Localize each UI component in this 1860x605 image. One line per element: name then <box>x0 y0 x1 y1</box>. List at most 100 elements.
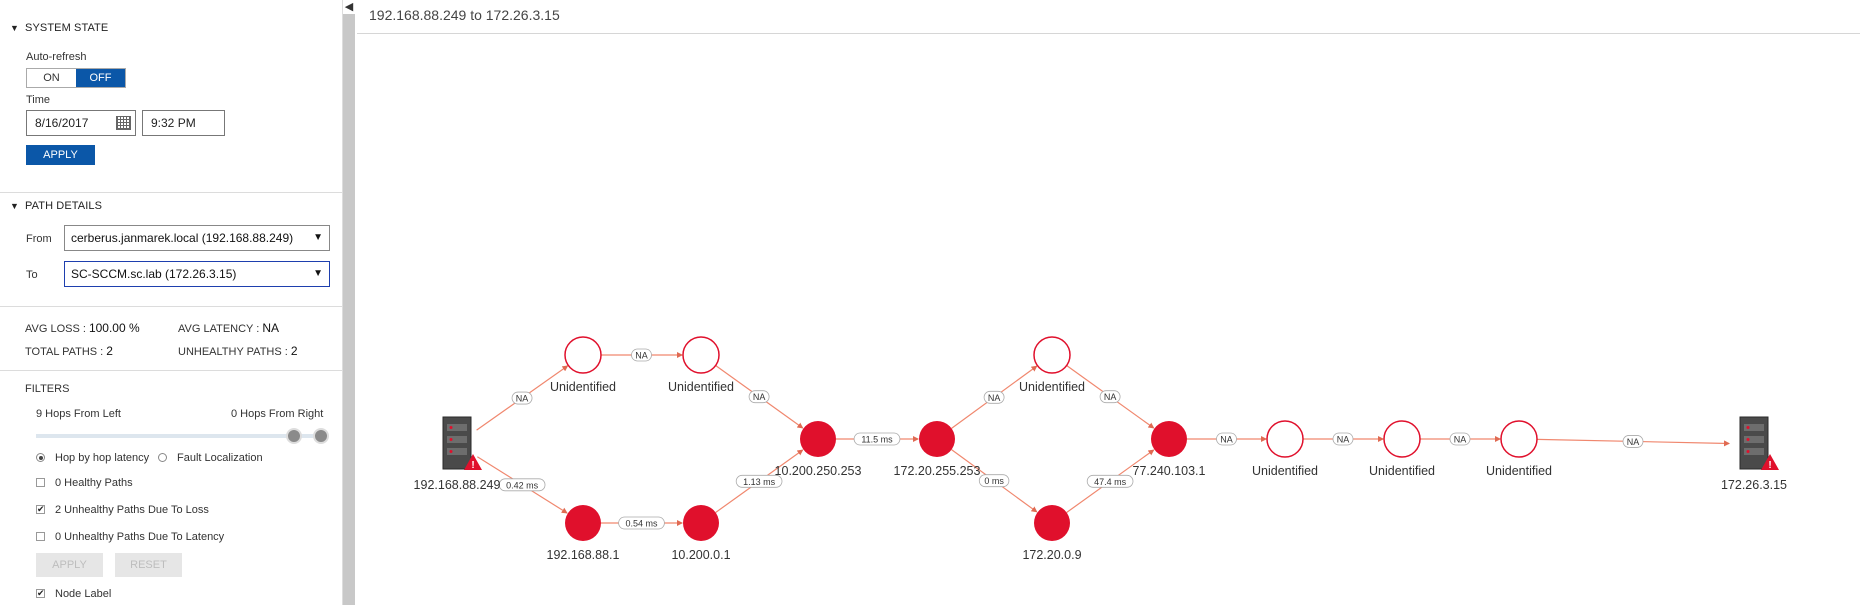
node-label-checkbox[interactable]: ✔ <box>36 588 45 598</box>
edge-latency-label: 1.13 ms <box>735 474 783 488</box>
path-title: 192.168.88.249 to 172.26.3.15 <box>369 7 560 23</box>
hop-node[interactable]: 10.200.250.253 <box>775 421 862 478</box>
total-paths-label: TOTAL PATHS : <box>25 346 104 358</box>
svg-text:0.54 ms: 0.54 ms <box>625 519 658 529</box>
collapse-triangle-icon[interactable]: ▼ <box>10 23 20 33</box>
to-value: SC-SCCM.sc.lab (172.26.3.15) <box>71 267 237 281</box>
svg-text:NA: NA <box>1337 435 1350 445</box>
unhealthy-loss-checkbox[interactable]: ✔ <box>36 504 45 514</box>
auto-refresh-label: Auto-refresh <box>26 51 87 63</box>
divider <box>0 306 342 307</box>
edge-latency-label: NA <box>1099 390 1121 404</box>
filters-reset-button[interactable]: RESET <box>115 553 182 577</box>
filters-title: FILTERS <box>25 383 70 395</box>
node-label: 172.20.255.253 <box>894 464 981 478</box>
to-select[interactable]: SC-SCCM.sc.lab (172.26.3.15) ▼ <box>64 261 330 287</box>
unhealthy-loss-label: 2 Unhealthy Paths Due To Loss <box>55 504 209 516</box>
unidentified-hop-node[interactable]: Unidentified <box>550 336 616 394</box>
dropdown-arrow-icon[interactable]: ▼ <box>313 232 323 243</box>
svg-text:0 ms: 0 ms <box>984 476 1004 486</box>
dropdown-arrow-icon[interactable]: ▼ <box>313 268 323 279</box>
node-label: Unidentified <box>668 380 734 394</box>
node-label: Unidentified <box>1252 464 1318 478</box>
edge-latency-label: NA <box>1332 432 1354 446</box>
unhealthy-latency-label: 0 Unhealthy Paths Due To Latency <box>55 531 225 543</box>
avg-loss-stat: AVG LOSS :100.00 % <box>25 321 140 335</box>
panel-splitter[interactable] <box>343 0 355 605</box>
svg-text:!: ! <box>471 460 474 471</box>
fault-localization-radio[interactable] <box>158 453 167 462</box>
system-state-header[interactable]: ▼ SYSTEM STATE <box>10 22 108 34</box>
from-select[interactable]: cerberus.janmarek.local (192.168.88.249)… <box>64 225 330 251</box>
title-divider <box>357 33 1860 34</box>
time-field[interactable]: 9:32 PM <box>142 110 225 136</box>
unidentified-hop-node[interactable]: Unidentified <box>1369 420 1435 478</box>
unhealthy-paths-label: UNHEALTHY PATHS : <box>178 346 288 358</box>
total-paths-stat: TOTAL PATHS :2 <box>25 344 113 358</box>
hop-node[interactable]: 192.168.88.1 <box>547 505 620 562</box>
svg-text:NA: NA <box>1627 437 1640 447</box>
hops-left-thumb[interactable] <box>286 428 302 444</box>
unidentified-hop-node[interactable]: Unidentified <box>668 336 734 394</box>
collapse-panel-icon[interactable]: ◀ <box>343 0 355 14</box>
node-label: Unidentified <box>550 380 616 394</box>
edge-latency-label: NA <box>1622 435 1644 448</box>
avg-loss-value: 100.00 % <box>88 321 140 335</box>
svg-text:NA: NA <box>1104 392 1117 402</box>
node-label: 172.20.0.9 <box>1022 548 1081 562</box>
warning-icon: ! <box>464 454 482 471</box>
hops-right-label: 0 Hops From Right <box>231 408 324 420</box>
unhealthy-paths-stat: UNHEALTHY PATHS :2 <box>178 344 298 358</box>
edge-latency-label: NA <box>983 390 1005 404</box>
total-paths-value: 2 <box>106 344 113 358</box>
node-label: 172.26.3.15 <box>1721 478 1787 492</box>
server-node[interactable]: ! 172.26.3.15 <box>1721 416 1787 492</box>
unidentified-hop-node[interactable]: Unidentified <box>1486 420 1552 478</box>
path-details-title: PATH DETAILS <box>25 200 103 212</box>
svg-text:47.4 ms: 47.4 ms <box>1094 477 1127 487</box>
auto-refresh-on-button[interactable]: ON <box>27 69 76 87</box>
server-icon[interactable] <box>442 416 472 470</box>
hops-left-label: 9 Hops From Left <box>36 408 121 420</box>
calendar-icon[interactable] <box>116 116 131 130</box>
topology-view: 192.168.88.249 to 172.26.3.15 NA NA NA 0.42… <box>357 0 1860 605</box>
unidentified-hop-node[interactable]: Unidentified <box>1019 336 1085 394</box>
hop-latency-radio[interactable] <box>36 453 45 462</box>
node-label: 10.200.0.1 <box>671 548 730 562</box>
svg-text:1.13 ms: 1.13 ms <box>743 477 776 487</box>
svg-text:NA: NA <box>1220 435 1233 445</box>
collapse-triangle-icon[interactable]: ▼ <box>10 201 20 211</box>
svg-text:0.42 ms: 0.42 ms <box>506 480 539 490</box>
hops-right-thumb[interactable] <box>313 428 329 444</box>
unhealthy-latency-checkbox[interactable] <box>36 532 45 541</box>
auto-refresh-toggle[interactable]: ON OFF <box>26 68 126 88</box>
node-label: 192.168.88.249 <box>414 478 501 492</box>
path-details-header[interactable]: ▼ PATH DETAILS <box>10 200 102 212</box>
system-apply-button[interactable]: APPLY <box>26 145 95 165</box>
edge-latency-label: NA <box>748 390 770 404</box>
svg-text:!: ! <box>1768 460 1771 471</box>
filters-apply-button[interactable]: APPLY <box>36 553 103 577</box>
unidentified-hop-node[interactable]: Unidentified <box>1252 420 1318 478</box>
hop-node[interactable]: 77.240.103.1 <box>1133 421 1206 478</box>
healthy-paths-checkbox[interactable] <box>36 478 45 487</box>
node-label: 192.168.88.1 <box>547 548 620 562</box>
network-path-graph: NA NA NA 0.42 ms 0.54 ms 1.13 ms 11.5 ms NA NA 0 … <box>414 336 1787 562</box>
server-node[interactable]: ! 192.168.88.249 <box>414 416 501 492</box>
node-label: Unidentified <box>1019 380 1085 394</box>
auto-refresh-off-button[interactable]: OFF <box>76 69 125 87</box>
hops-slider-track[interactable] <box>36 434 322 438</box>
server-icon[interactable] <box>1739 416 1769 470</box>
avg-latency-label: AVG LATENCY : <box>178 323 260 335</box>
edge-latency-label: 11.5 ms <box>853 432 901 446</box>
date-value: 8/16/2017 <box>35 116 89 130</box>
hop-node[interactable]: 172.20.0.9 <box>1022 505 1082 562</box>
to-label: To <box>26 269 38 281</box>
svg-text:11.5 ms: 11.5 ms <box>861 435 893 445</box>
hop-node[interactable]: 10.200.0.1 <box>671 505 731 562</box>
hop-node[interactable]: 172.20.255.253 <box>894 421 981 478</box>
date-field[interactable]: 8/16/2017 <box>26 110 136 136</box>
node-label: 77.240.103.1 <box>1133 464 1206 478</box>
from-label: From <box>26 233 52 245</box>
fault-localization-label: Fault Localization <box>177 452 263 464</box>
